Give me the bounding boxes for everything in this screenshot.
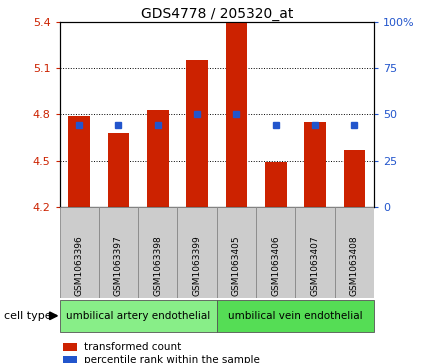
- Bar: [226, 22, 247, 207]
- Bar: [63, 343, 77, 351]
- Text: umbilical artery endothelial: umbilical artery endothelial: [66, 311, 210, 321]
- Bar: [99, 207, 138, 298]
- Text: GSM1063407: GSM1063407: [311, 235, 320, 296]
- Text: GSM1063396: GSM1063396: [75, 235, 84, 296]
- Bar: [60, 300, 217, 332]
- Text: cell type: cell type: [4, 311, 52, 321]
- Text: GSM1063397: GSM1063397: [114, 235, 123, 296]
- Bar: [217, 300, 374, 332]
- Text: GSM1063399: GSM1063399: [193, 235, 201, 296]
- Text: GSM1063405: GSM1063405: [232, 235, 241, 296]
- Bar: [68, 116, 90, 207]
- Bar: [60, 207, 99, 298]
- Bar: [63, 356, 77, 363]
- Text: GSM1063408: GSM1063408: [350, 235, 359, 296]
- Bar: [178, 207, 217, 298]
- Text: percentile rank within the sample: percentile rank within the sample: [85, 355, 261, 363]
- Bar: [147, 110, 169, 207]
- Bar: [304, 122, 326, 207]
- Bar: [138, 207, 178, 298]
- Text: GSM1063406: GSM1063406: [271, 235, 280, 296]
- Text: umbilical vein endothelial: umbilical vein endothelial: [228, 311, 363, 321]
- Bar: [256, 207, 295, 298]
- Bar: [343, 150, 365, 207]
- Bar: [295, 207, 335, 298]
- Text: GSM1063398: GSM1063398: [153, 235, 162, 296]
- Bar: [217, 207, 256, 298]
- Text: transformed count: transformed count: [85, 342, 182, 352]
- Bar: [108, 133, 129, 207]
- Bar: [186, 60, 208, 207]
- Bar: [335, 207, 374, 298]
- Bar: [265, 162, 286, 207]
- Title: GDS4778 / 205320_at: GDS4778 / 205320_at: [141, 7, 293, 21]
